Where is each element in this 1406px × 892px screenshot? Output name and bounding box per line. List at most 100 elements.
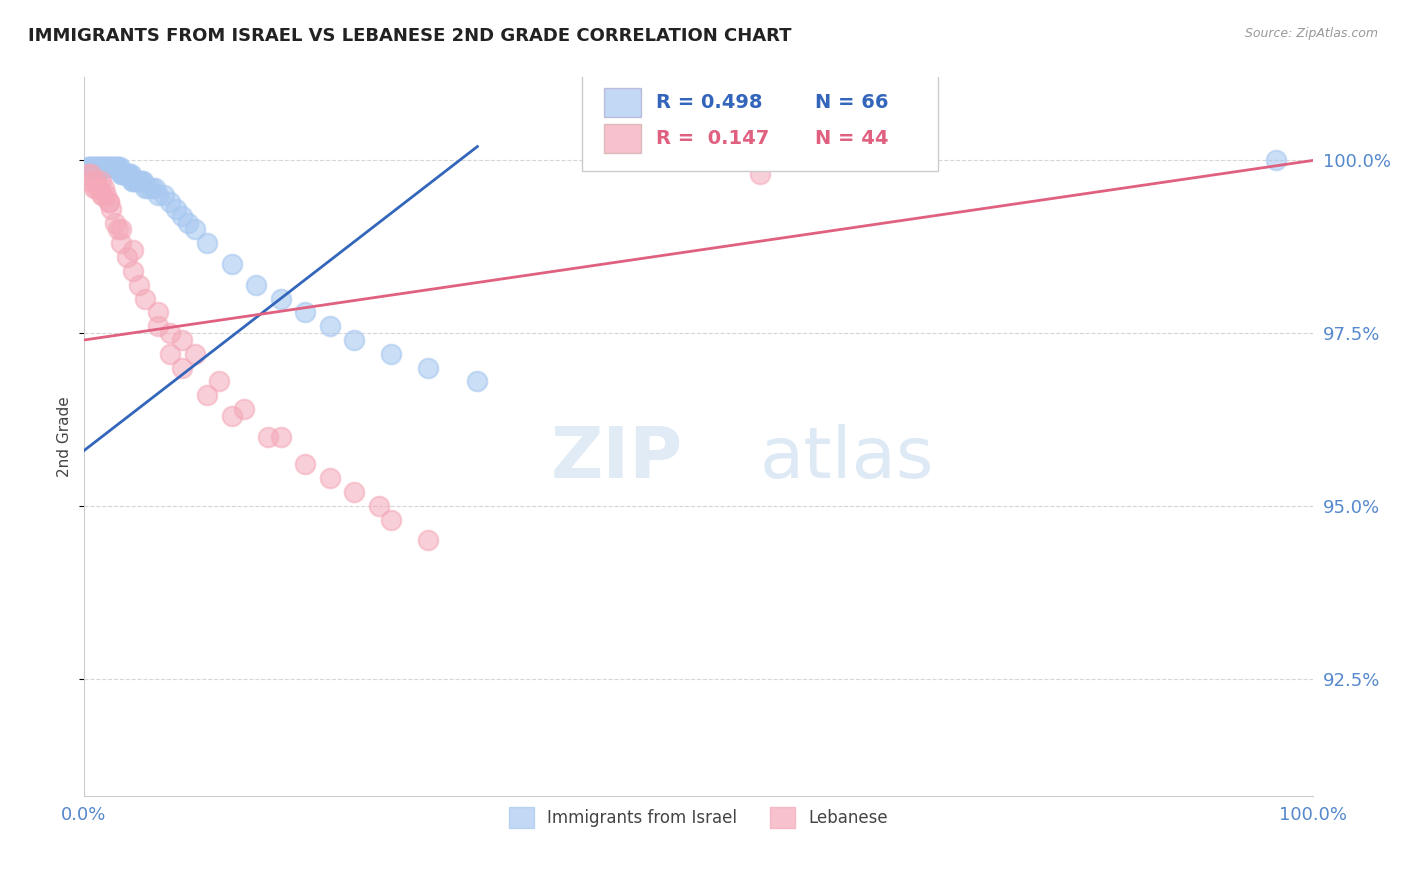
Point — [134, 292, 156, 306]
Point — [195, 388, 218, 402]
Point — [172, 333, 194, 347]
FancyBboxPatch shape — [605, 124, 641, 153]
Point — [84, 161, 107, 175]
Point — [108, 161, 131, 175]
Point — [105, 161, 128, 175]
Point — [159, 194, 181, 209]
Point — [121, 174, 143, 188]
Point — [172, 360, 194, 375]
Point — [114, 167, 136, 181]
Point — [83, 161, 105, 175]
Point — [93, 161, 115, 175]
Point — [115, 167, 138, 181]
Point — [343, 333, 366, 347]
Point — [91, 188, 114, 202]
Point — [380, 513, 402, 527]
Point — [132, 174, 155, 188]
Point — [221, 409, 243, 423]
Point — [94, 161, 117, 175]
Point — [146, 319, 169, 334]
Point — [118, 167, 141, 181]
Point — [110, 167, 132, 181]
Point — [125, 174, 148, 188]
Point — [80, 161, 103, 175]
Point — [131, 174, 153, 188]
Point — [380, 347, 402, 361]
Text: N = 66: N = 66 — [815, 93, 889, 112]
Point — [90, 161, 112, 175]
Point — [91, 188, 114, 202]
Point — [128, 277, 150, 292]
Point — [146, 188, 169, 202]
Point — [79, 161, 101, 175]
FancyBboxPatch shape — [605, 88, 641, 117]
Point — [418, 533, 440, 548]
Point — [80, 167, 103, 181]
Point — [97, 194, 120, 209]
Point — [141, 181, 163, 195]
Point — [104, 161, 127, 175]
Point — [97, 194, 120, 209]
Point — [84, 161, 107, 175]
Point — [100, 202, 122, 216]
Point — [103, 161, 125, 175]
Legend: Immigrants from Israel, Lebanese: Immigrants from Israel, Lebanese — [502, 801, 896, 835]
Point — [115, 250, 138, 264]
Point — [96, 161, 118, 175]
Point — [94, 161, 117, 175]
Point — [146, 305, 169, 319]
Point — [319, 471, 342, 485]
Point — [76, 167, 98, 181]
Point — [87, 181, 110, 195]
Point — [270, 292, 292, 306]
Text: R =  0.147: R = 0.147 — [655, 129, 769, 148]
Point — [127, 174, 149, 188]
Point — [153, 188, 176, 202]
Point — [183, 222, 205, 236]
Point — [368, 499, 391, 513]
Point — [128, 174, 150, 188]
Point — [89, 161, 111, 175]
Point — [418, 360, 440, 375]
Point — [83, 181, 105, 195]
Point — [84, 181, 107, 195]
Point — [749, 167, 772, 181]
Point — [104, 161, 127, 175]
Point — [270, 430, 292, 444]
Text: IMMIGRANTS FROM ISRAEL VS LEBANESE 2ND GRADE CORRELATION CHART: IMMIGRANTS FROM ISRAEL VS LEBANESE 2ND G… — [28, 27, 792, 45]
Point — [101, 161, 124, 175]
Point — [124, 174, 146, 188]
Point — [257, 430, 280, 444]
Point — [172, 209, 194, 223]
Point — [110, 236, 132, 251]
Point — [94, 188, 117, 202]
Point — [82, 161, 104, 175]
Point — [208, 375, 231, 389]
Point — [136, 181, 159, 195]
Point — [107, 222, 129, 236]
Point — [110, 222, 132, 236]
Text: Source: ZipAtlas.com: Source: ZipAtlas.com — [1244, 27, 1378, 40]
Point — [117, 167, 139, 181]
Point — [221, 257, 243, 271]
Point — [143, 181, 166, 195]
Point — [319, 319, 342, 334]
Point — [159, 326, 181, 340]
Point — [107, 161, 129, 175]
Point — [122, 264, 145, 278]
Text: N = 44: N = 44 — [815, 129, 889, 148]
Point — [122, 174, 145, 188]
Point — [134, 181, 156, 195]
Point — [91, 161, 114, 175]
Point — [98, 161, 121, 175]
Point — [165, 202, 187, 216]
Text: R = 0.498: R = 0.498 — [655, 93, 762, 112]
Point — [77, 161, 100, 175]
Point — [76, 161, 98, 175]
Y-axis label: 2nd Grade: 2nd Grade — [58, 396, 72, 477]
Point — [177, 215, 200, 229]
Point — [111, 167, 134, 181]
Point — [93, 181, 115, 195]
Point — [97, 161, 120, 175]
Point — [1265, 153, 1288, 168]
